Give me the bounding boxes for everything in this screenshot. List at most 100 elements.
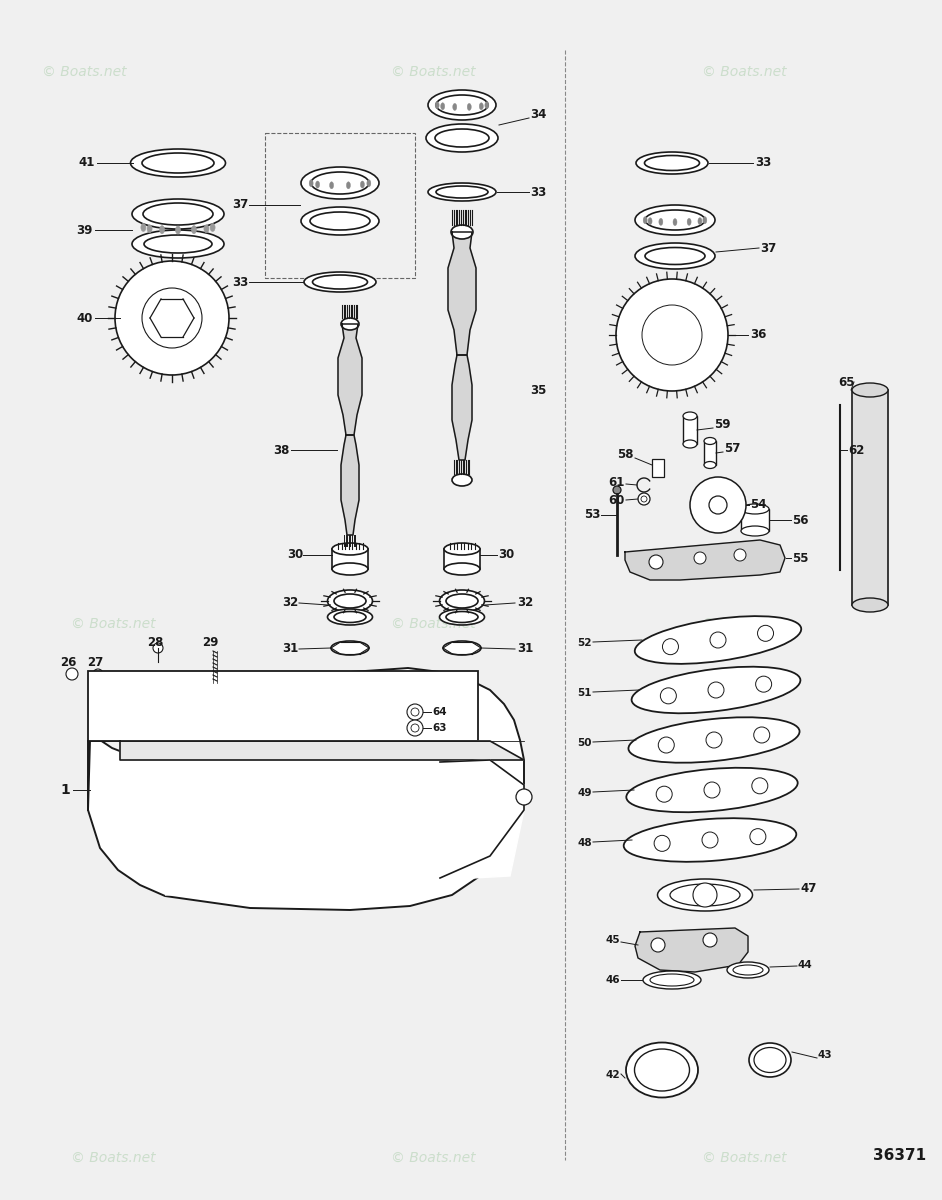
Text: 31: 31 [282,642,298,655]
Ellipse shape [444,563,480,575]
Polygon shape [341,434,359,535]
Circle shape [654,835,670,851]
Circle shape [115,260,229,374]
Circle shape [516,790,532,805]
Ellipse shape [191,226,197,234]
Polygon shape [625,540,785,580]
Text: 33: 33 [755,156,771,169]
Ellipse shape [453,103,457,110]
Circle shape [702,832,718,848]
Ellipse shape [704,462,716,468]
Circle shape [754,727,770,743]
Ellipse shape [147,224,152,233]
Ellipse shape [144,235,212,253]
Text: © Boats.net: © Boats.net [391,65,476,79]
Text: © Boats.net: © Boats.net [702,65,787,79]
Circle shape [657,320,687,350]
Text: 30: 30 [498,548,514,562]
Ellipse shape [446,612,478,623]
Polygon shape [165,810,524,895]
Ellipse shape [316,181,319,188]
Circle shape [407,720,423,736]
Ellipse shape [754,1048,786,1073]
Text: 60: 60 [609,493,625,506]
Text: 1: 1 [60,782,70,797]
Ellipse shape [332,563,368,575]
Ellipse shape [628,718,800,763]
Ellipse shape [626,1043,698,1098]
Ellipse shape [749,1043,791,1078]
Text: 31: 31 [517,642,533,655]
Ellipse shape [650,974,694,986]
Ellipse shape [347,181,350,188]
Text: 44: 44 [798,960,813,970]
Ellipse shape [132,230,224,258]
Ellipse shape [485,102,489,109]
Circle shape [153,643,163,653]
Circle shape [757,625,773,641]
Text: 28: 28 [147,636,163,648]
Circle shape [703,934,717,947]
Ellipse shape [332,542,368,554]
Circle shape [694,552,706,564]
Circle shape [142,288,202,348]
Circle shape [93,670,103,679]
Ellipse shape [733,965,763,974]
Text: 57: 57 [724,442,740,455]
Bar [741,509,769,530]
Ellipse shape [428,182,496,200]
Text: 64: 64 [432,707,447,716]
Polygon shape [120,740,524,760]
Polygon shape [440,760,524,878]
Text: 47: 47 [800,882,817,894]
Ellipse shape [626,768,798,812]
Ellipse shape [435,128,489,146]
Circle shape [658,737,674,754]
Circle shape [411,708,419,716]
Ellipse shape [636,152,708,174]
Ellipse shape [635,242,715,269]
Text: 41: 41 [78,156,95,169]
Ellipse shape [683,440,697,448]
Polygon shape [88,668,524,910]
Ellipse shape [635,616,802,664]
Text: 36: 36 [750,329,767,342]
Text: 36371: 36371 [873,1147,927,1163]
Polygon shape [338,324,362,434]
Circle shape [657,786,673,802]
Text: 38: 38 [273,444,290,456]
Ellipse shape [683,412,697,420]
Ellipse shape [304,272,376,292]
Polygon shape [635,928,748,972]
Ellipse shape [443,641,481,655]
Bar [332,550,368,569]
Circle shape [690,476,746,533]
Ellipse shape [648,217,652,224]
Circle shape [411,724,419,732]
Text: 26: 26 [59,655,76,668]
Bar [704,440,716,464]
Text: © Boats.net: © Boats.net [42,65,127,79]
Text: 35: 35 [530,384,546,396]
Text: © Boats.net: © Boats.net [71,1151,155,1165]
Circle shape [708,682,724,698]
Ellipse shape [330,181,333,188]
Text: 37: 37 [760,241,776,254]
Ellipse shape [467,103,471,110]
Text: 62: 62 [848,444,865,456]
Ellipse shape [436,186,488,198]
Text: 56: 56 [792,514,808,527]
Ellipse shape [635,205,715,235]
Ellipse shape [670,884,740,906]
Ellipse shape [301,167,379,199]
Ellipse shape [452,474,472,486]
Ellipse shape [704,438,716,444]
Ellipse shape [301,206,379,235]
Text: 27: 27 [87,655,103,668]
Circle shape [613,486,621,494]
Circle shape [66,668,78,680]
Ellipse shape [624,818,796,862]
Ellipse shape [673,218,677,226]
Text: © Boats.net: © Boats.net [391,1151,476,1165]
Bar [88,671,478,740]
